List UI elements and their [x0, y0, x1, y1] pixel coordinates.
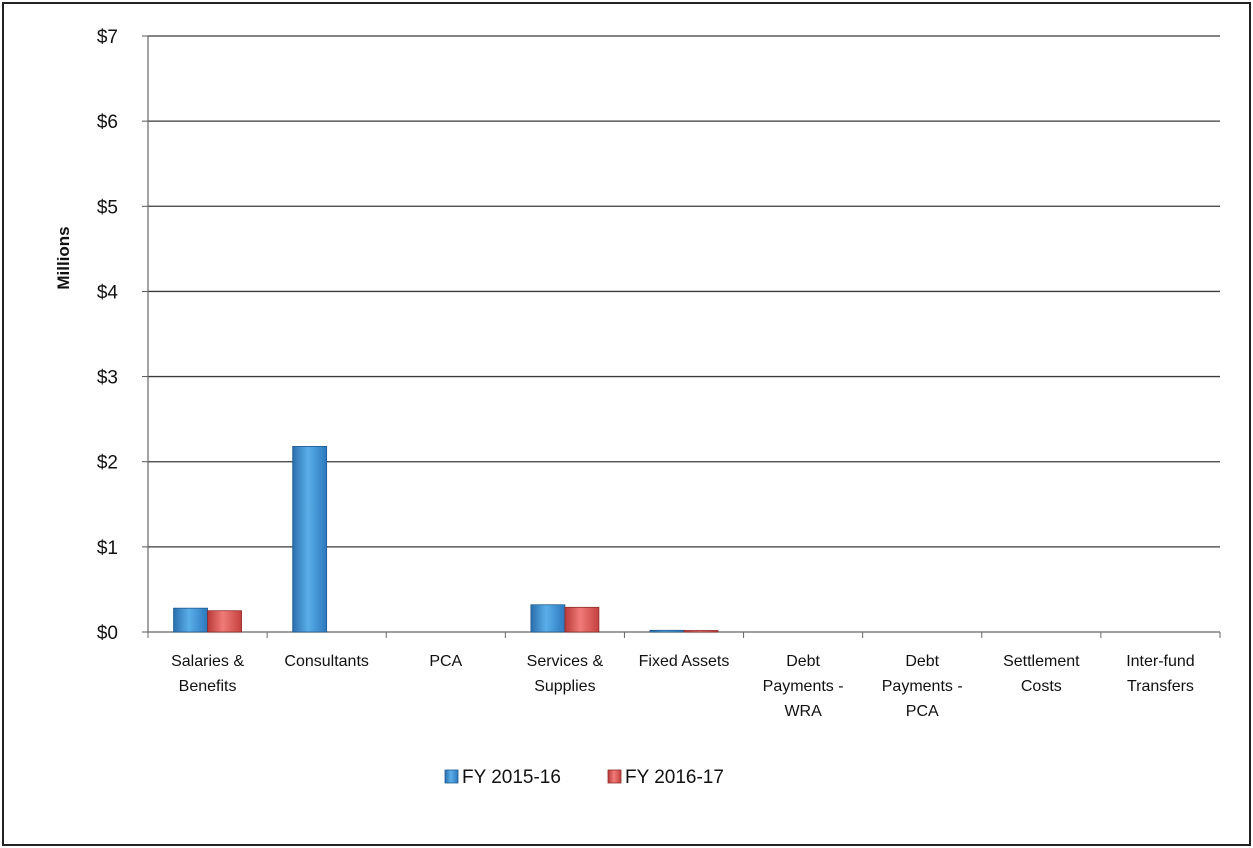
- x-category-label-line: Services &: [527, 653, 604, 670]
- legend: FY 2015-16 FY 2016-17: [444, 767, 724, 788]
- x-category-label-line: Consultants: [284, 653, 369, 670]
- x-category-label-line: Payments -: [882, 678, 963, 695]
- x-category-label-line: Costs: [1021, 678, 1062, 695]
- x-category-label: Inter-fund Transfers: [1126, 653, 1194, 695]
- x-category-label-line: WRA: [784, 703, 822, 720]
- legend-label: FY 2015-16: [462, 767, 561, 788]
- x-category-label-line: Salaries &: [171, 653, 244, 670]
- x-category-label-line: Supplies: [534, 678, 595, 695]
- x-category-label: Fixed Assets: [639, 653, 730, 670]
- bar-fy2016-17: [683, 630, 719, 633]
- y-tick-label: $6: [97, 112, 118, 133]
- y-tick-label: $2: [97, 453, 118, 474]
- x-category-label: PCA: [429, 653, 462, 670]
- x-category-label-line: Debt: [905, 653, 939, 670]
- x-category-label: Debt Payments - PCA: [882, 653, 963, 720]
- x-category-label: Services & Supplies: [527, 653, 604, 695]
- x-category-label-line: Settlement: [1003, 653, 1080, 670]
- x-category-label-line: Fixed Assets: [639, 653, 730, 670]
- x-category-label-line: Benefits: [179, 678, 237, 695]
- x-category-label-line: Inter-fund: [1126, 653, 1194, 670]
- x-category-label-line: Debt: [786, 653, 820, 670]
- x-category-label: Consultants: [284, 653, 369, 670]
- bar-fy2016-17: [207, 610, 242, 633]
- bar-fy2015-16: [292, 445, 328, 633]
- x-category-label-line: PCA: [429, 653, 462, 670]
- labels: $0 $1 $2 $3 $4 $5 $6 $7 Salaries & Benefits Consul…: [97, 27, 1195, 720]
- bar-fy2015-16: [649, 629, 685, 633]
- bar-fy2016-17: [564, 606, 600, 633]
- y-tick-label: $1: [97, 538, 118, 559]
- x-category-label: Salaries & Benefits: [171, 653, 244, 695]
- y-tick-label: $3: [97, 368, 118, 389]
- legend-label: FY 2016-17: [625, 767, 724, 788]
- x-category-label-line: PCA: [906, 703, 939, 720]
- x-category-label-line: Transfers: [1127, 678, 1194, 695]
- x-category-label: Debt Payments - WRA: [763, 653, 844, 720]
- bar-fy2015-16: [173, 607, 208, 633]
- bar-fy2015-16: [530, 604, 566, 633]
- y-axis-title: Millions: [54, 226, 73, 289]
- x-category-label: Settlement Costs: [1003, 653, 1080, 695]
- legend-swatch: [607, 769, 622, 784]
- y-tick-label: $7: [97, 27, 118, 48]
- y-tick-label: $0: [97, 623, 118, 644]
- y-tick-label: $4: [97, 282, 119, 303]
- legend-swatch: [444, 769, 459, 784]
- bars: [173, 445, 719, 633]
- y-tick-label: $5: [97, 197, 118, 218]
- x-category-label-line: Payments -: [763, 678, 844, 695]
